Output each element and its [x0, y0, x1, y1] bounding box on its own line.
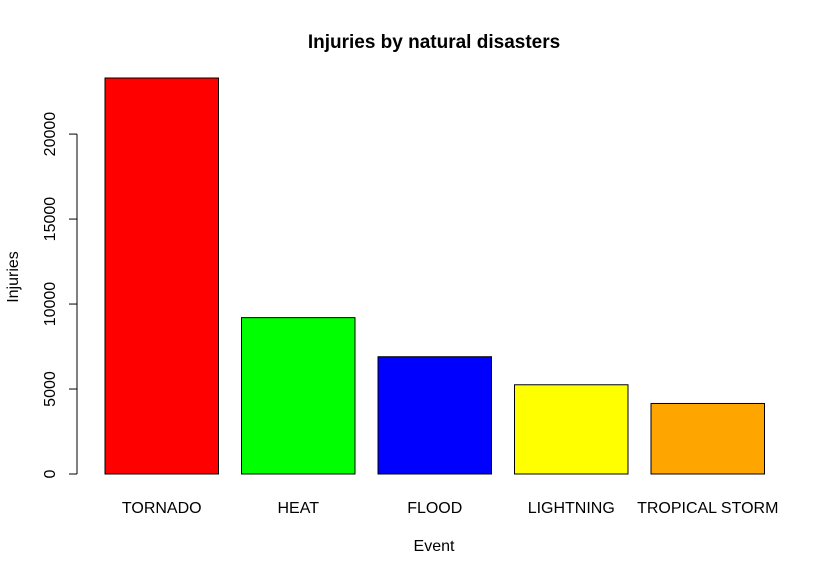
bar-tropical-storm [651, 403, 765, 474]
y-tick-label: 5000 [42, 371, 59, 407]
bar-group [105, 78, 765, 474]
y-tick-label: 10000 [42, 282, 59, 327]
y-tick-label: 0 [42, 469, 59, 478]
x-axis-label: Event [414, 538, 455, 555]
chart-title: Injuries by natural disasters [308, 32, 560, 53]
category-label: FLOOD [407, 500, 462, 517]
bar-flood [378, 357, 492, 474]
bar-heat [242, 318, 356, 474]
y-axis: 0 5000 10000 15000 20000 [42, 112, 77, 479]
category-label: TROPICAL STORM [637, 500, 778, 517]
bar-lightning [515, 385, 629, 474]
y-tick-label: 20000 [42, 112, 59, 157]
category-label: TORNADO [122, 500, 202, 517]
y-axis-label: Injuries [5, 251, 22, 303]
y-tick-label: 15000 [42, 197, 59, 242]
category-labels: TORNADO HEAT FLOOD LIGHTNING TROPICAL STORM [122, 500, 779, 517]
bar-tornado [105, 78, 219, 474]
category-label: HEAT [278, 500, 320, 517]
category-label: LIGHTNING [528, 500, 615, 517]
